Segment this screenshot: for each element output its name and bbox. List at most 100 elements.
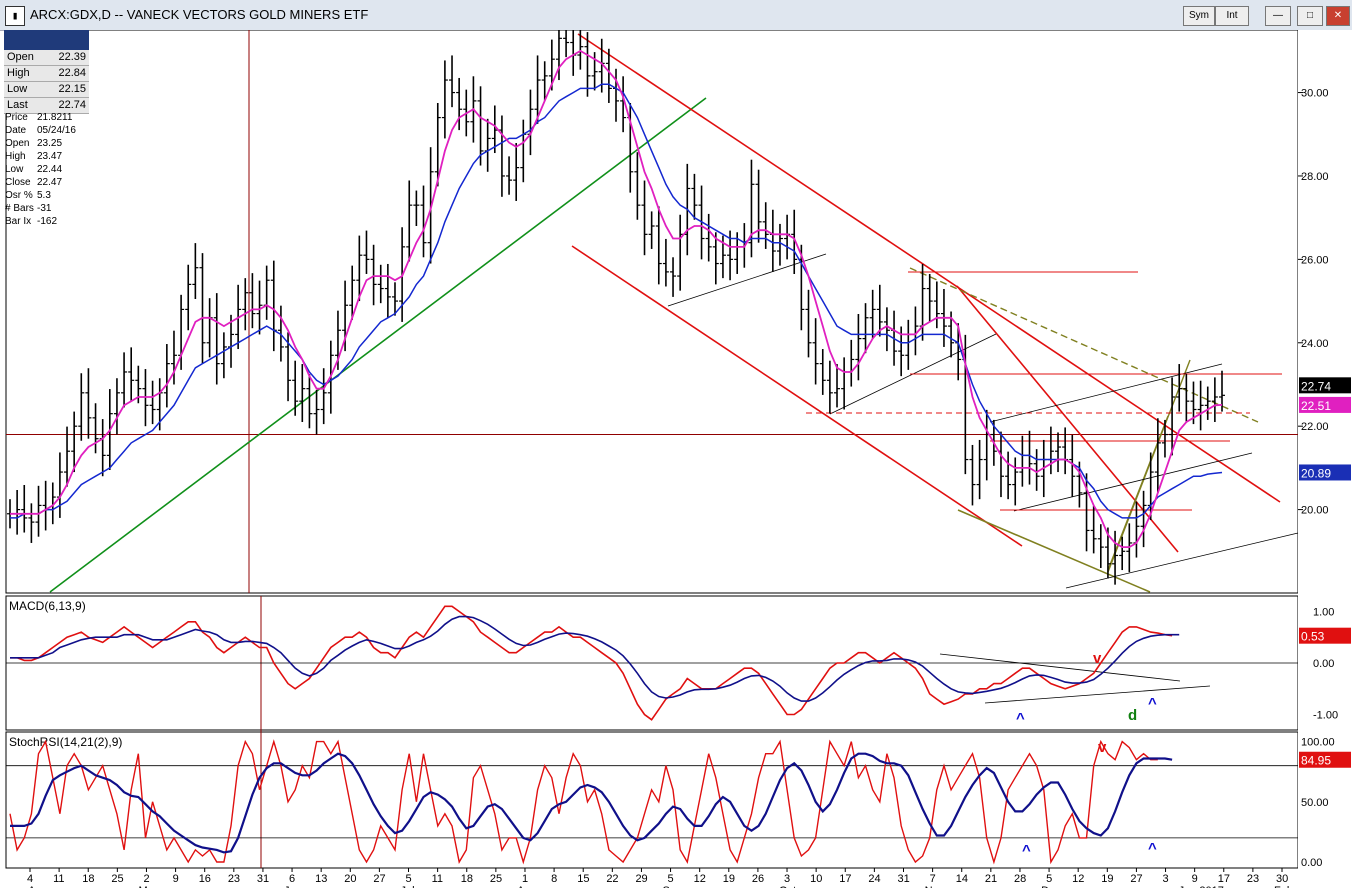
stoch-tick-label: 0.00 xyxy=(1301,857,1322,869)
price-bar xyxy=(420,185,427,258)
minimize-icon[interactable]: — xyxy=(1265,6,1291,26)
info-label: Close xyxy=(5,177,31,188)
info-label: High xyxy=(5,151,26,162)
price-bar xyxy=(377,264,384,304)
x-tick-label: 17 xyxy=(839,873,851,885)
x-tick-label: 26 xyxy=(752,873,764,885)
price-bar xyxy=(762,202,769,249)
info-value: -162 xyxy=(37,216,58,227)
month-label: Apr xyxy=(28,885,45,888)
price-bar xyxy=(791,209,798,274)
month-label: Jul xyxy=(401,885,415,888)
x-tick-label: 5 xyxy=(406,873,412,885)
trend-line xyxy=(1013,452,1253,512)
price-bar xyxy=(1055,432,1062,473)
x-tick-label: 9 xyxy=(173,873,179,885)
price-bar xyxy=(670,257,677,297)
price-bar xyxy=(163,344,170,408)
info-row: Open 23.25 xyxy=(5,138,62,149)
price-bar xyxy=(477,86,484,166)
price-bar xyxy=(71,411,78,473)
price-bar xyxy=(862,303,869,354)
price-bar xyxy=(1033,449,1040,491)
macd-value-tag-bg xyxy=(1299,627,1351,644)
price-bar xyxy=(299,364,306,423)
chart-canvas[interactable]: 20.0022.0024.0026.0028.0030.0022.5122.74… xyxy=(0,30,1352,888)
info-label: Low xyxy=(5,164,24,175)
price-bar xyxy=(1090,505,1097,554)
macd-line xyxy=(10,605,1173,721)
stoch-value-tag-bg xyxy=(1299,751,1351,768)
price-bar xyxy=(705,213,712,262)
x-tick-label: 21 xyxy=(985,873,997,885)
x-tick-label: 17 xyxy=(1218,873,1230,885)
price-panel xyxy=(5,30,1299,594)
info-row: # Bars -31 xyxy=(5,203,51,214)
price-bar xyxy=(876,284,883,337)
price-bar xyxy=(320,368,327,425)
price-bar xyxy=(406,180,413,262)
x-tick-label: 18 xyxy=(82,873,94,885)
x-tick-label: 8 xyxy=(551,873,557,885)
stoch-value-tag: 84.95 xyxy=(1301,754,1331,768)
quote-label: Open xyxy=(7,51,34,63)
quote-box: Open 22.39 High 22.84 Low 22.15 Last 22.74 xyxy=(4,30,89,114)
price-bar xyxy=(1161,419,1168,458)
price-bar xyxy=(748,159,755,258)
price-bar xyxy=(1154,418,1161,493)
trend-line xyxy=(956,285,1179,553)
x-tick-label: 11 xyxy=(432,873,443,885)
y-tick-label: 22.00 xyxy=(1301,421,1329,433)
price-bar xyxy=(1169,377,1176,456)
sym-button[interactable]: Sym xyxy=(1183,6,1215,26)
price-bar xyxy=(1140,490,1147,548)
price-bar xyxy=(1012,457,1019,506)
price-bar xyxy=(449,55,456,108)
x-tick-label: 19 xyxy=(1101,873,1113,885)
title-bar[interactable]: ▮ ARCX:GDX,D -- VANECK VECTORS GOLD MINE… xyxy=(0,0,1352,31)
x-tick-label: 9 xyxy=(1192,873,1198,885)
price-bar xyxy=(513,143,520,201)
price-bar xyxy=(1112,530,1119,585)
month-label: Nov xyxy=(925,885,945,888)
signal-marker: ^ xyxy=(1022,842,1031,859)
x-tick-label: 3 xyxy=(784,873,790,885)
y-tick-label: 20.00 xyxy=(1301,505,1329,517)
x-tick-label: 29 xyxy=(635,873,647,885)
price-bar xyxy=(427,147,434,264)
stoch-d-line xyxy=(10,752,1173,854)
quote-row-last: Last 22.74 xyxy=(4,98,89,114)
stochrsi-title: StochRSI(14,21(2),9) xyxy=(9,735,122,749)
x-tick-label: 12 xyxy=(1072,873,1084,885)
price-bar xyxy=(776,223,783,266)
x-tick-label: 31 xyxy=(257,873,269,885)
x-tick-label: 23 xyxy=(1247,873,1259,885)
chart-icon[interactable]: ▮ xyxy=(5,6,25,26)
price-bar xyxy=(1005,451,1012,500)
info-value: 23.25 xyxy=(37,138,63,149)
x-tick-label: 5 xyxy=(668,873,674,885)
quote-value: 22.84 xyxy=(58,67,86,79)
price-bar xyxy=(826,360,833,414)
quote-box-header xyxy=(4,30,89,50)
ma-slow-value-tag-bg xyxy=(1299,464,1351,481)
price-bar xyxy=(1176,364,1183,412)
price-bar xyxy=(28,503,35,543)
info-label: # Bars xyxy=(5,203,34,214)
month-label: Jun xyxy=(284,885,302,888)
price-bar xyxy=(855,314,862,381)
price-bar xyxy=(584,32,591,97)
quote-value: 22.15 xyxy=(58,83,86,95)
price-bar xyxy=(691,173,698,220)
signal-marker: ^ xyxy=(1016,710,1025,727)
int-button[interactable]: Int xyxy=(1215,6,1249,26)
maximize-icon[interactable]: □ xyxy=(1297,6,1323,26)
close-icon[interactable]: ✕ xyxy=(1326,6,1350,26)
info-value: 23.47 xyxy=(37,151,63,162)
macd-trend-line xyxy=(984,685,1211,704)
info-label: Price xyxy=(5,112,28,123)
price-bar xyxy=(292,360,299,416)
price-bar xyxy=(834,364,841,408)
x-tick-label: 10 xyxy=(810,873,822,885)
price-bar xyxy=(363,230,370,274)
